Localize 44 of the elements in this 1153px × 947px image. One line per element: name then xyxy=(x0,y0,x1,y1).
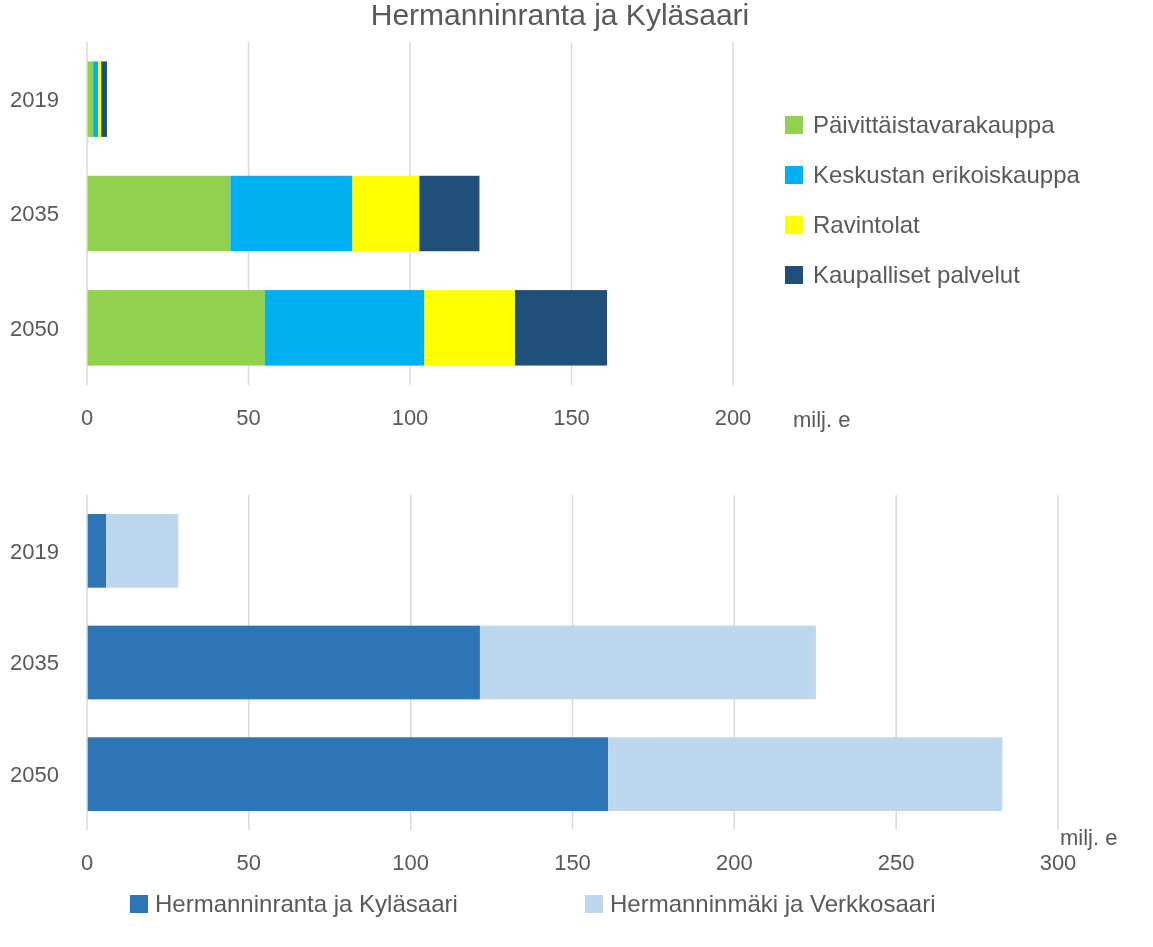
x-tick-label: 50 xyxy=(236,405,261,430)
legend-label: Hermanninranta ja Kyläsaari xyxy=(155,890,458,918)
y-tick-label: 2050 xyxy=(10,761,59,787)
y-tick-label: 2050 xyxy=(10,315,59,341)
legend-label: Ravintolat xyxy=(813,211,921,239)
x-tick-label: 0 xyxy=(80,850,94,875)
bar xyxy=(608,737,1003,812)
bar xyxy=(87,513,107,588)
y-tick-label: 2019 xyxy=(10,86,59,112)
x-tick-label: 50 xyxy=(236,850,262,875)
bar xyxy=(98,61,102,137)
y-tick-label: 2035 xyxy=(10,201,59,227)
bar xyxy=(87,625,480,700)
x-tick-label: 300 xyxy=(1039,850,1077,875)
bar xyxy=(264,290,425,366)
x-tick-label: 150 xyxy=(554,850,591,875)
legend-label: Kaupalliset palvelut xyxy=(813,261,1021,289)
x-tick-label: 150 xyxy=(553,405,590,430)
legend-label: Keskustan erikoiskauppa xyxy=(813,161,1081,189)
bar xyxy=(424,290,515,366)
legend-label: Päivittäistavarakauppa xyxy=(813,111,1056,139)
x-tick-label: 100 xyxy=(392,850,430,875)
bar xyxy=(419,175,480,252)
bar xyxy=(106,513,179,588)
x-tick-label: 100 xyxy=(391,405,429,430)
x-axis-title: milj. e xyxy=(1060,825,1118,850)
bar xyxy=(230,175,353,252)
bar xyxy=(101,61,108,137)
bar xyxy=(479,625,816,700)
x-tick-label: 250 xyxy=(877,850,915,875)
bar xyxy=(93,61,99,137)
legend-label: Hermanninmäki ja Verkkosaari xyxy=(610,890,936,918)
bar xyxy=(514,290,608,366)
bar xyxy=(87,737,609,812)
x-tick-label: 200 xyxy=(715,850,753,875)
bar xyxy=(87,175,231,252)
y-tick-label: 2035 xyxy=(10,650,59,676)
y-tick-label: 2019 xyxy=(10,538,59,564)
x-axis-title: milj. e xyxy=(793,407,851,432)
bar xyxy=(87,290,265,366)
x-tick-label: 0 xyxy=(80,405,94,430)
x-tick-label: 200 xyxy=(714,405,752,430)
bar xyxy=(352,175,420,252)
chart-title: Hermanninranta ja Kyläsaari xyxy=(370,0,750,31)
